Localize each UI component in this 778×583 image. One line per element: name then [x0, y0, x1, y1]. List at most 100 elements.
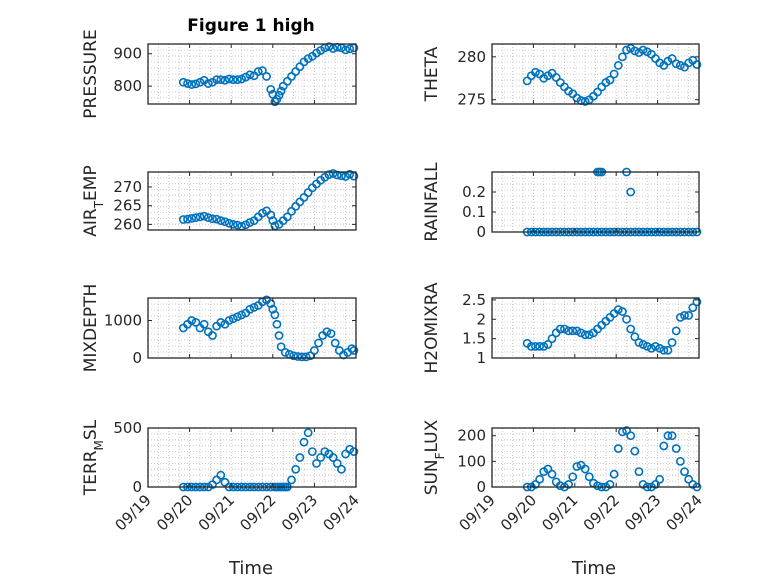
- data-point: [671, 326, 681, 336]
- data-point: [183, 214, 192, 224]
- data-point: [634, 338, 644, 347]
- data-point: [178, 77, 188, 87]
- data-point: [324, 42, 334, 51]
- data-point: [555, 324, 565, 334]
- y-tick-label: 1.5: [462, 330, 486, 348]
- data-point: [675, 312, 685, 322]
- data-point: [642, 341, 652, 351]
- data-point: [233, 75, 242, 85]
- data-point: [667, 54, 677, 63]
- data-point: [531, 67, 540, 77]
- data-point: [208, 331, 217, 340]
- data-point: [626, 324, 636, 334]
- x-axis-label-left: Time: [228, 558, 273, 579]
- data-point: [199, 211, 209, 221]
- data-point: [560, 324, 569, 334]
- data-point: [257, 66, 267, 75]
- data-point: [272, 319, 282, 329]
- y-axis-label: PRESSURE: [81, 29, 101, 118]
- data-point: [345, 44, 355, 54]
- data-point: [316, 453, 326, 462]
- y-tick-label: 0: [132, 478, 142, 496]
- data-point: [291, 464, 301, 474]
- data-point: [266, 85, 276, 94]
- data-point: [655, 474, 665, 484]
- data-point: [638, 45, 648, 55]
- data-point: [208, 214, 217, 224]
- subplot-pressure: 800 900 PRESSURE: [81, 29, 359, 119]
- data-point: [203, 79, 213, 88]
- data-point: [268, 304, 278, 314]
- data-point: [220, 217, 230, 227]
- data-point: [228, 314, 238, 324]
- data-point: [613, 305, 623, 315]
- data-point: [245, 218, 255, 227]
- data-point: [249, 302, 259, 312]
- axes-box: [491, 43, 700, 105]
- axes-box: [491, 427, 700, 488]
- data-point: [268, 216, 278, 226]
- data-point: [266, 299, 276, 309]
- data-point: [622, 45, 631, 55]
- data-point: [237, 74, 246, 84]
- data-point: [349, 447, 359, 456]
- data-point: [297, 352, 307, 362]
- data-point: [568, 326, 578, 336]
- data-point: [609, 69, 619, 79]
- grid: [491, 172, 700, 232]
- axes-box: [491, 171, 700, 233]
- axes-box: [147, 43, 357, 105]
- data-point: [295, 453, 305, 462]
- data-point: [203, 213, 213, 223]
- data-point: [301, 352, 311, 362]
- data-point: [303, 428, 313, 438]
- data-point: [580, 97, 590, 106]
- y-axis-label: MIXDEPTH: [81, 284, 101, 373]
- data-point: [572, 462, 582, 471]
- data-point: [543, 464, 553, 474]
- data-point: [287, 475, 296, 485]
- data-point: [253, 67, 263, 76]
- data-point: [630, 332, 640, 342]
- data-point: [613, 61, 623, 70]
- data-point: [280, 347, 290, 357]
- data-point: [568, 472, 578, 482]
- data-point: [224, 74, 234, 84]
- data-point: [224, 218, 234, 228]
- data-point: [228, 219, 238, 229]
- data-point: [191, 213, 201, 223]
- data-point: [307, 447, 317, 456]
- data-point: [228, 75, 238, 85]
- data-point: [663, 431, 673, 441]
- data-point: [655, 343, 665, 353]
- data-point: [680, 467, 689, 477]
- data-point: [671, 444, 681, 453]
- data-point: [178, 215, 188, 224]
- data-point: [216, 216, 226, 226]
- data-point: [233, 312, 242, 322]
- y-tick-label: 275: [457, 91, 486, 109]
- y-tick-label: 260: [113, 215, 142, 233]
- data-point: [328, 44, 338, 53]
- data-point: [531, 480, 540, 489]
- data-point: [671, 59, 681, 69]
- marker-series: [522, 297, 702, 355]
- data-point: [667, 431, 677, 441]
- data-point: [220, 75, 230, 85]
- data-point: [332, 458, 342, 468]
- data-point: [187, 316, 197, 325]
- data-point: [605, 480, 615, 489]
- y-tick-label: 500: [113, 419, 142, 437]
- data-point: [216, 317, 226, 327]
- data-point: [547, 334, 557, 344]
- data-point: [543, 340, 553, 349]
- data-point: [663, 345, 673, 355]
- data-point: [183, 79, 192, 88]
- y-tick-label: 800: [113, 77, 142, 95]
- y-tick-label: 265: [113, 197, 142, 215]
- data-point: [224, 316, 234, 325]
- data-point: [212, 214, 222, 224]
- axes-box: [147, 171, 357, 231]
- data-point: [274, 331, 284, 340]
